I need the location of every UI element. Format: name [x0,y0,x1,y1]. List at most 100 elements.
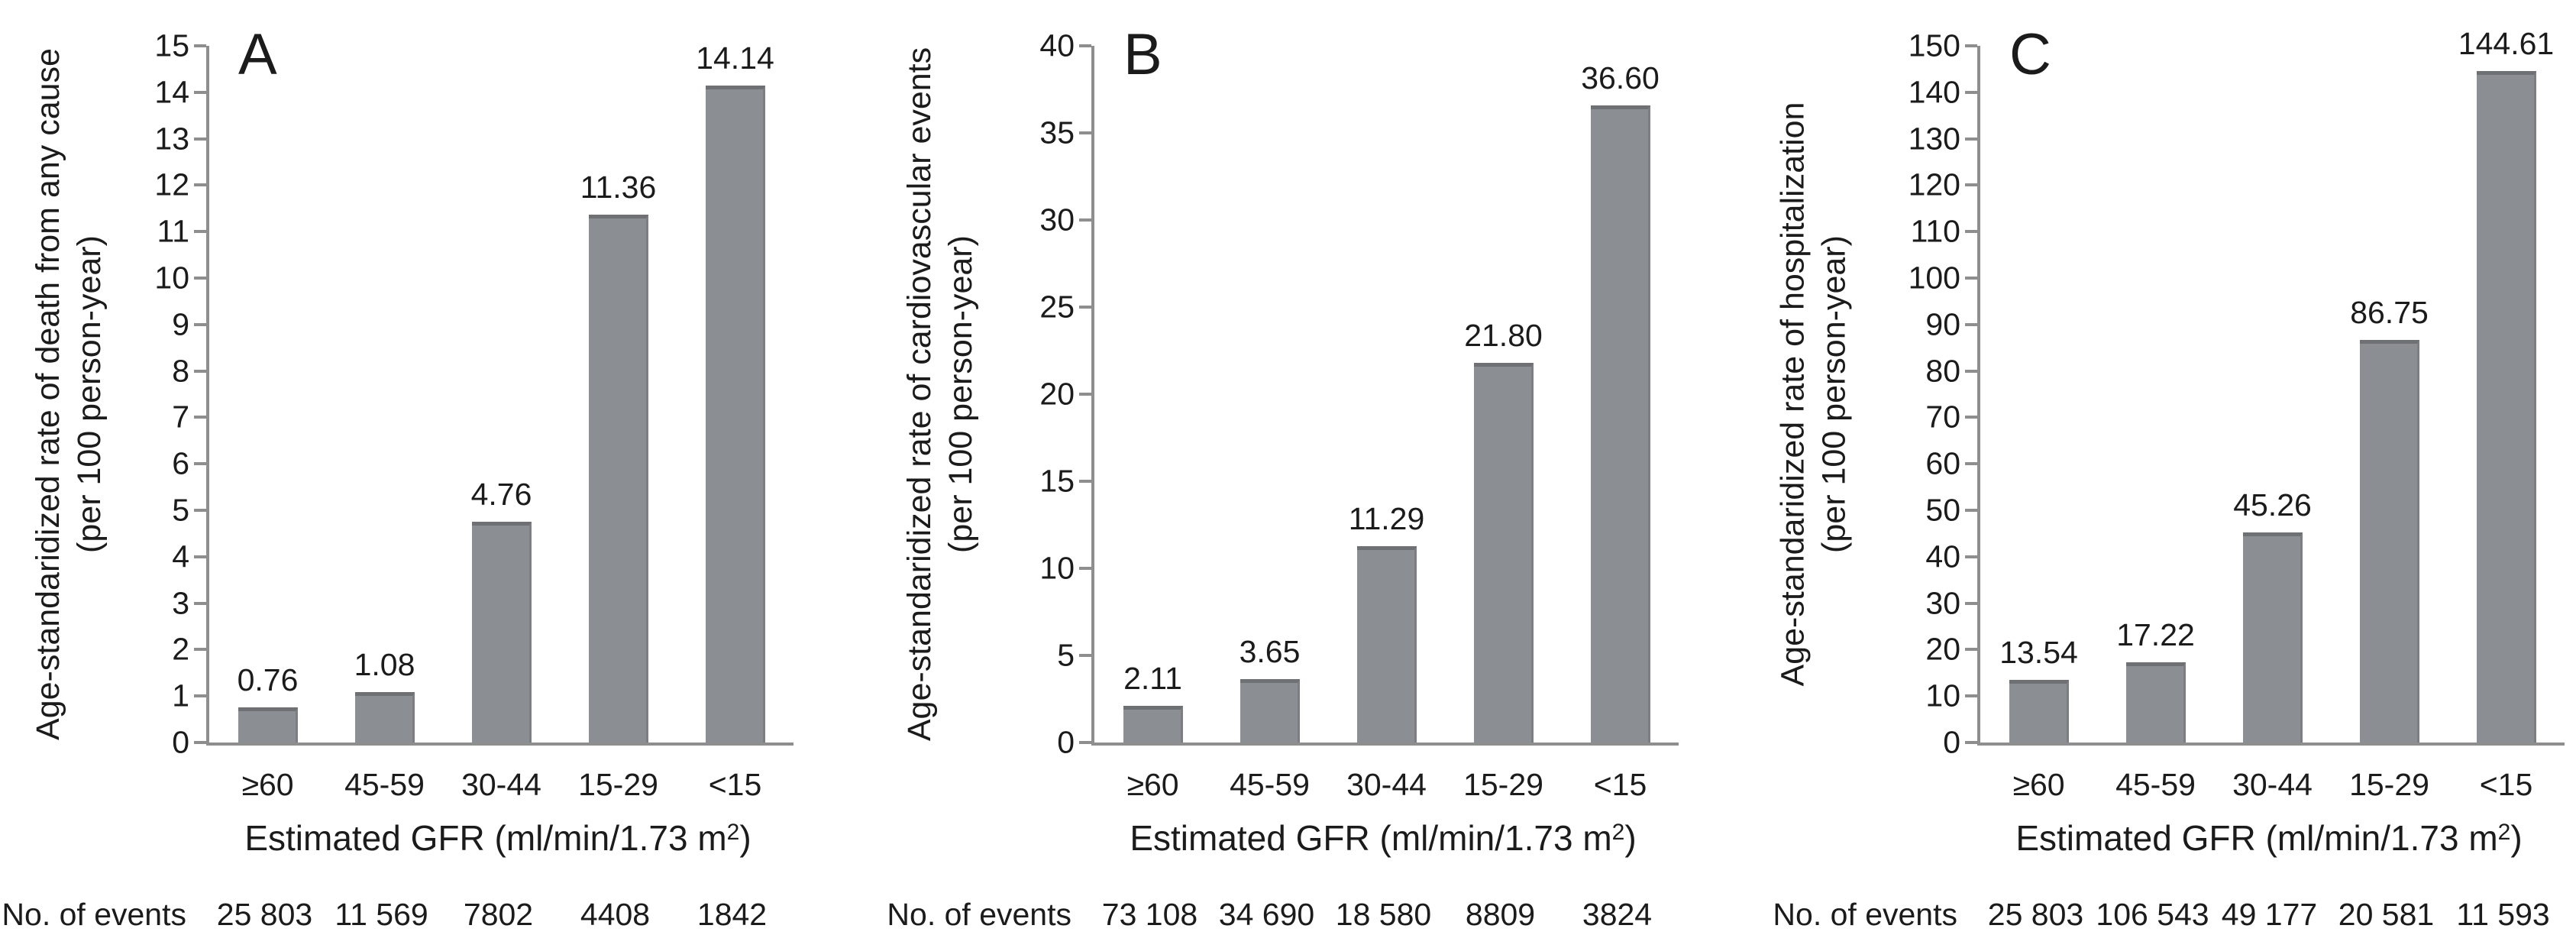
panel-label: B [1123,22,1162,87]
y-axis-title-line2: (per 100 person-year) [71,235,108,553]
event-count: 25 803 [216,897,313,932]
y-tick-mark [1079,480,1091,483]
x-axis-title-close: ) [2510,818,2523,858]
x-category-label: ≥60 [2012,767,2065,802]
bar [2242,532,2303,742]
y-axis-title-line1: Age-standaridized rate of cardiovascular… [901,47,939,742]
y-axis-title-line1: Age-standaridized rate of hospitalizatio… [1774,102,1812,687]
y-axis-title-line1: Age-standaridized rate of death from any… [30,48,67,740]
x-axis-title: Estimated GFR (ml/min/1.73 m2) [1130,817,1636,859]
x-axis-title-text: Estimated GFR (ml/min/1.73 m [244,818,727,858]
bar-value-label: 0.76 [237,662,299,697]
y-axis-title-line2: (per 100 person-year) [1815,235,1853,553]
y-tick-label: 150 [1908,28,1960,63]
y-tick-mark [194,183,206,187]
x-category-label: <15 [2479,767,2533,802]
bar-value-label: 1.08 [354,647,415,683]
y-tick-mark [1965,90,1977,94]
event-count: 34 690 [1218,897,1315,932]
x-category-label: 45-59 [344,767,425,802]
x-axis-title-superscript: 2 [726,820,740,845]
x-category-label: <15 [708,767,762,802]
y-tick-mark [194,462,206,466]
y-tick-label: 4 [172,539,189,574]
bar [588,215,648,742]
event-count: 18 580 [1335,897,1432,932]
bar [1240,678,1300,742]
y-tick-mark [194,369,206,373]
event-count: 106 543 [2096,897,2209,932]
y-tick-label: 12 [154,167,189,202]
y-tick-mark [194,230,206,234]
plot-area: 0 10 20 30 40 50 60 70 80 90 100 110 120 130 140 150 13.… [1909,26,2565,802]
y-tick-mark [194,741,206,744]
x-axis-title-text: Estimated GFR (ml/min/1.73 m [2015,818,2498,858]
event-count: 25 803 [1987,897,2084,932]
event-count: 11 593 [2456,897,2550,932]
y-tick-mark [1965,230,1977,234]
bar [2359,339,2419,742]
event-count: 20 581 [2338,897,2435,932]
y-axis-title-line2: (per 100 person-year) [942,235,980,553]
x-category-label: 30-44 [2232,767,2313,802]
plot-area: 0 5 10 15 20 25 30 35 40 2.11 ≥60 3.65 45-59 11.29 30-… [1039,28,1679,802]
events-row-label: No. of events [887,897,1071,932]
events-row: No. of events 25 803 11 569 7802 4408 1842 [2,897,790,935]
y-tick-label: 80 [1925,353,1960,389]
bar-value-label: 45.26 [2233,487,2312,522]
x-axis-title-superscript: 2 [2497,820,2511,845]
x-category-label: 15-29 [578,767,658,802]
y-tick-mark [194,601,206,605]
x-category-label: 30-44 [1346,767,1427,802]
y-tick-label: 10 [1925,678,1960,713]
x-axis-title-superscript: 2 [1611,820,1625,845]
x-category-label: 15-29 [2349,767,2429,802]
y-tick-mark [1079,131,1091,134]
panel-label: C [2009,22,2051,87]
events-row: No. of events 73 108 34 690 18 580 8809 3824 [887,897,1676,935]
y-tick-label: 40 [1039,28,1075,63]
y-tick-mark [1079,567,1091,570]
y-tick-mark [1965,277,1977,280]
event-count: 3824 [1582,897,1653,932]
bar [238,707,298,742]
y-tick-mark [1965,741,1977,744]
events-row: No. of events 25 803 106 543 49 177 20 581 1… [1773,897,2561,935]
y-tick-mark [1965,555,1977,558]
bar-value-label: 4.76 [470,476,532,512]
x-axis-title-close: ) [1624,818,1637,858]
y-tick-label: 5 [172,492,189,528]
x-category-label: 15-29 [1463,767,1543,802]
x-category-label: ≥60 [1126,767,1179,802]
bar-value-label: 144.61 [2458,25,2555,61]
y-tick-mark [1965,648,1977,652]
y-tick-mark [194,509,206,512]
y-tick-label: 50 [1925,492,1960,528]
bar [1356,545,1417,742]
bar-value-label: 21.80 [1464,317,1543,353]
y-tick-mark [1965,44,1977,47]
y-tick-label: 100 [1908,260,1960,296]
y-axis-title: Age-standaridized rate of hospitalizatio… [1718,46,1909,742]
y-tick-label: 140 [1908,74,1960,110]
y-tick-mark [1079,654,1091,657]
y-axis-title: Age-standaridized rate of cardiovascular… [858,46,1023,742]
bar [2009,679,2069,742]
x-axis-title-close: ) [739,818,751,858]
y-tick-label: 15 [1039,463,1075,499]
bar [354,692,415,742]
events-row-label: No. of events [1773,897,1957,932]
y-tick-mark [194,694,206,698]
y-tick-mark [194,277,206,280]
y-tick-mark [1965,369,1977,373]
bar-value-label: 14.14 [696,40,774,76]
bar [705,86,765,742]
bar-value-label: 2.11 [1123,660,1182,696]
y-tick-mark [1079,741,1091,744]
y-tick-label: 9 [172,306,189,342]
y-tick-label: 10 [1039,550,1075,586]
y-tick-label: 11 [157,213,189,249]
chart-panel-c: Age-standaridized rate of hospitalizatio… [1718,0,2576,935]
event-count: 11 569 [335,897,428,932]
y-tick-mark [1965,183,1977,187]
